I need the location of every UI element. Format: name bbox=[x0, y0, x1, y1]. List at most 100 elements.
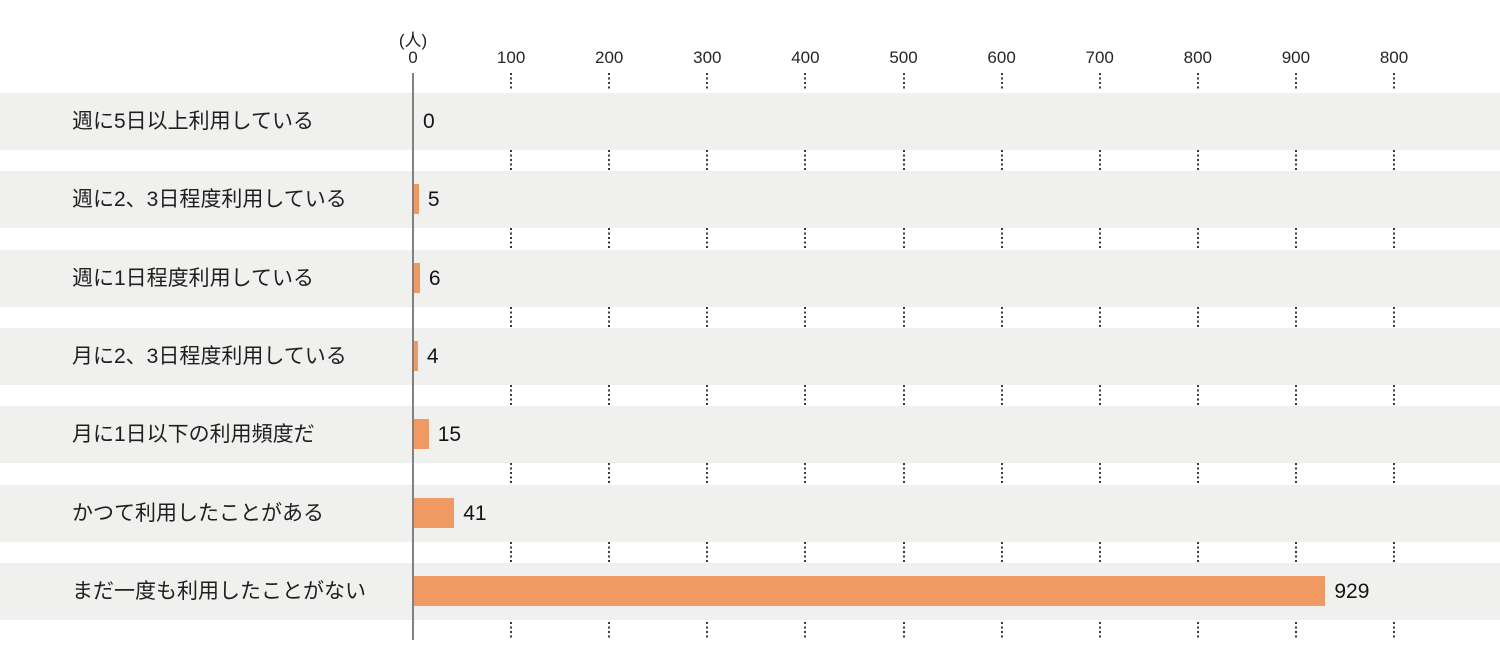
dotted-gridline-segment bbox=[1000, 306, 1003, 328]
dotted-gridline-segment bbox=[804, 621, 807, 640]
x-tick-label: 900 bbox=[1281, 48, 1311, 67]
table-row: まだ一度も利用したことがない 929 bbox=[0, 563, 1500, 620]
dotted-gridline-segment bbox=[1098, 541, 1101, 563]
value-label: 15 bbox=[437, 423, 462, 446]
x-tick-label: 800 bbox=[1183, 48, 1212, 67]
dotted-gridline-segment bbox=[1294, 541, 1297, 563]
dotted-gridline-segment bbox=[706, 463, 709, 485]
dotted-gridline-segment bbox=[902, 463, 905, 485]
dotted-gridline-segment bbox=[902, 306, 905, 328]
dotted-gridline-segment bbox=[804, 73, 807, 91]
dotted-gridline-segment bbox=[706, 621, 709, 640]
category-label: かつて利用したことがある bbox=[72, 502, 324, 525]
table-row: 週に1日程度利用している 6 bbox=[0, 250, 1500, 307]
dotted-gridline-segment bbox=[1098, 463, 1101, 485]
dotted-gridline-segment bbox=[510, 621, 513, 640]
dotted-gridline-segment bbox=[608, 73, 611, 91]
dotted-gridline-segment bbox=[1196, 463, 1199, 485]
dotted-gridline-segment bbox=[706, 150, 709, 172]
value-label: 5 bbox=[427, 188, 440, 211]
dotted-gridline-segment bbox=[706, 228, 709, 250]
dotted-gridline-segment bbox=[1000, 384, 1003, 407]
dotted-gridline-segment bbox=[706, 306, 709, 328]
x-tick-label: 600 bbox=[987, 48, 1016, 67]
category-label: まだ一度も利用したことがない bbox=[72, 580, 366, 603]
dotted-gridline-segment bbox=[1196, 541, 1199, 563]
dotted-gridline-segment bbox=[1000, 541, 1003, 563]
dotted-gridline-segment bbox=[1393, 228, 1395, 250]
dotted-gridline-segment bbox=[510, 150, 513, 172]
dotted-gridline-segment bbox=[1294, 73, 1297, 91]
dotted-gridline-segment bbox=[510, 228, 513, 250]
bar bbox=[414, 184, 419, 214]
dotted-gridline-segment bbox=[804, 306, 807, 328]
dotted-gridline-segment bbox=[1196, 621, 1199, 640]
dotted-gridline-segment bbox=[1098, 228, 1101, 250]
dotted-gridline-segment bbox=[804, 228, 807, 250]
x-tick-label: 200 bbox=[595, 48, 624, 67]
value-label: 6 bbox=[428, 267, 441, 290]
dotted-gridline-segment bbox=[510, 541, 513, 563]
category-label: 週に5日以上利用している bbox=[72, 110, 315, 133]
dotted-gridline-segment bbox=[608, 463, 611, 485]
table-row: 月に2、3日程度利用している 4 bbox=[0, 328, 1500, 385]
category-label: 月に2、3日程度利用している bbox=[72, 345, 347, 368]
table-row: かつて利用したことがある 41 bbox=[0, 485, 1500, 542]
value-label: 4 bbox=[426, 345, 439, 368]
dotted-gridline-segment bbox=[608, 541, 611, 563]
dotted-gridline-segment bbox=[510, 463, 513, 485]
dotted-gridline-segment bbox=[1294, 306, 1297, 328]
dotted-gridline-segment bbox=[902, 228, 905, 250]
dotted-gridline-segment bbox=[1393, 306, 1395, 328]
dotted-gridline-segment bbox=[1000, 621, 1003, 640]
x-tick-label: 0 bbox=[408, 48, 418, 67]
dotted-gridline-segment bbox=[804, 463, 807, 485]
dotted-gridline-segment bbox=[510, 384, 513, 407]
dotted-gridline-segment bbox=[1000, 150, 1003, 172]
dotted-gridline-segment bbox=[1098, 621, 1101, 640]
dotted-gridline-segment bbox=[706, 384, 709, 407]
value-label: 41 bbox=[463, 502, 487, 525]
dotted-gridline-segment bbox=[1098, 306, 1101, 328]
dotted-gridline-segment bbox=[1393, 150, 1395, 172]
dotted-gridline-segment bbox=[1098, 384, 1101, 407]
dotted-gridline-segment bbox=[608, 306, 611, 328]
dotted-gridline-segment bbox=[706, 73, 709, 91]
x-tick-label: 800 bbox=[1379, 48, 1409, 67]
dotted-gridline-segment bbox=[1196, 384, 1199, 407]
x-tick-label: 700 bbox=[1085, 48, 1114, 67]
dotted-gridline-segment bbox=[902, 150, 905, 172]
dotted-gridline-segment bbox=[1294, 228, 1297, 250]
table-row: 週に2、3日程度利用している 5 bbox=[0, 171, 1500, 228]
dotted-gridline-segment bbox=[902, 384, 905, 407]
y-axis-line bbox=[412, 73, 414, 640]
value-label: 929 bbox=[1334, 580, 1370, 603]
dotted-gridline-segment bbox=[1000, 73, 1003, 91]
dotted-gridline-segment bbox=[1000, 228, 1003, 250]
bar bbox=[414, 576, 1326, 606]
dotted-gridline-segment bbox=[804, 150, 807, 172]
dotted-gridline-segment bbox=[1393, 384, 1395, 407]
dotted-gridline-segment bbox=[1294, 384, 1297, 407]
dotted-gridline-segment bbox=[1393, 621, 1395, 640]
x-tick-label: 500 bbox=[889, 48, 918, 67]
dotted-gridline-segment bbox=[1393, 463, 1395, 485]
axis-unit-label: (人) bbox=[398, 31, 428, 50]
x-tick-label: 100 bbox=[496, 48, 526, 67]
x-tick-label: 400 bbox=[791, 48, 820, 67]
dotted-gridline-segment bbox=[1098, 150, 1101, 172]
dotted-gridline-segment bbox=[608, 228, 611, 250]
dotted-gridline-segment bbox=[1393, 541, 1395, 563]
value-label: 0 bbox=[423, 110, 435, 133]
dotted-gridline-segment bbox=[608, 384, 611, 407]
table-row: 月に1日以下の利用頻度だ 15 bbox=[0, 406, 1500, 463]
dotted-gridline-segment bbox=[1196, 73, 1199, 91]
bar bbox=[414, 498, 455, 528]
bar bbox=[414, 341, 418, 371]
dotted-gridline-segment bbox=[902, 621, 905, 640]
dotted-gridline-segment bbox=[804, 384, 807, 407]
table-row: 週に5日以上利用している 0 bbox=[0, 93, 1500, 150]
dotted-gridline-segment bbox=[1294, 150, 1297, 172]
dotted-gridline-segment bbox=[510, 73, 513, 91]
dotted-gridline-segment bbox=[902, 541, 905, 563]
